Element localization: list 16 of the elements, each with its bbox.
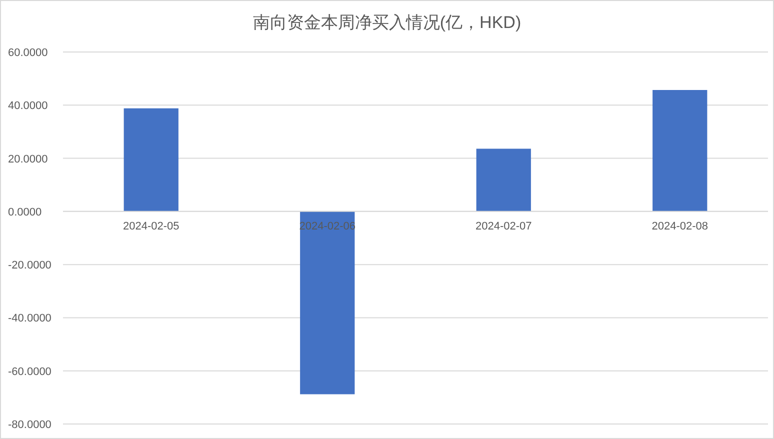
y-tick-label: -80.0000: [8, 419, 52, 431]
x-tick-label: 2024-02-08: [652, 220, 708, 232]
y-tick-label: -60.0000: [8, 366, 52, 378]
y-tick-label: 40.0000: [8, 100, 48, 112]
x-tick-label: 2024-02-05: [122, 220, 180, 232]
bar: [476, 148, 531, 212]
y-tick-label: 60.0000: [8, 47, 48, 59]
y-tick-label: -40.0000: [8, 312, 52, 325]
bar: [124, 108, 178, 212]
y-tick-label: 20.0000: [8, 153, 48, 166]
y-tick-label: 0.0000: [8, 206, 42, 218]
bar: [300, 211, 355, 394]
y-tick-label: -20.0000: [8, 260, 52, 272]
bar: [652, 90, 708, 212]
x-tick-label: 2024-02-07: [475, 220, 532, 232]
chart-title: 南向资金本周净买入情况(亿，HKD): [252, 13, 522, 32]
